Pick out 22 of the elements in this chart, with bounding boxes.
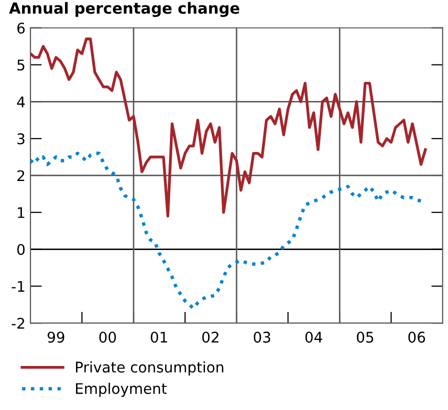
y-tick-label: 4 [17,96,25,108]
y-tick-label: 6 [17,22,25,34]
y-tick-label: 0 [17,244,25,256]
x-tick-label: 99 [48,332,64,343]
legend-label: Employment [76,382,167,397]
y-tick-label: 5 [17,60,24,71]
y-tick-label: 2 [17,170,24,182]
chart-title: Annual percentage change [9,2,240,17]
x-tick-label: 02 [202,332,218,343]
y-tick-label: -2 [12,318,24,329]
x-tick-label: 06 [408,332,426,343]
x-tick-label: 03 [254,332,270,343]
line-series [30,152,423,310]
y-tick-label: -1 [12,281,24,292]
line-series [30,38,427,218]
legend-label: Private consumption [76,361,224,376]
x-tick-label: 00 [99,332,116,343]
x-tick-label: 04 [305,332,322,343]
x-tick-label: 01 [150,332,168,343]
y-tick-label: 3 [17,133,24,144]
x-tick-label: 05 [356,332,374,343]
y-tick-label: 1 [18,207,24,218]
